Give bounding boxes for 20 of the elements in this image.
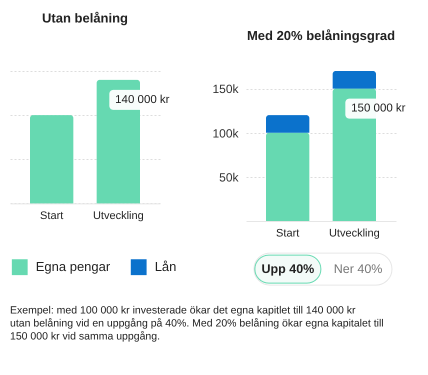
y-tick-label: 50k — [219, 170, 240, 184]
legend-label: Egna pengar — [36, 259, 111, 274]
bar — [266, 115, 310, 133]
y-tick-label: 100k — [212, 126, 240, 140]
data-label: 150 000 kr — [351, 102, 406, 115]
data-label: 140 000 kr — [115, 94, 170, 106]
text: Ner 40% — [334, 262, 382, 276]
legend-label: Lån — [154, 259, 176, 274]
bar — [332, 71, 376, 89]
x-tick-label: Utveckling — [92, 210, 144, 222]
bar — [266, 132, 310, 221]
y-tick-label: 150k — [212, 82, 240, 96]
text: Exempel: med 100 000 kr investerade ökar det egna kapitlet till 140 000 kr utan belåning vid en uppgång på 40%. Med 20% belåning ökar egna kapitalet till 150 000 kr vid samma uppgång. — [10, 304, 384, 342]
bar — [332, 88, 376, 221]
chart-title: Med 20% belåningsgrad — [246, 28, 396, 43]
chart-title: Utan belåning — [42, 10, 128, 26]
x-tick-label: Start — [276, 228, 300, 240]
x-tick-label: Utveckling — [328, 228, 380, 240]
x-tick-label: Start — [40, 210, 64, 222]
text: Upp 40% — [261, 262, 314, 276]
